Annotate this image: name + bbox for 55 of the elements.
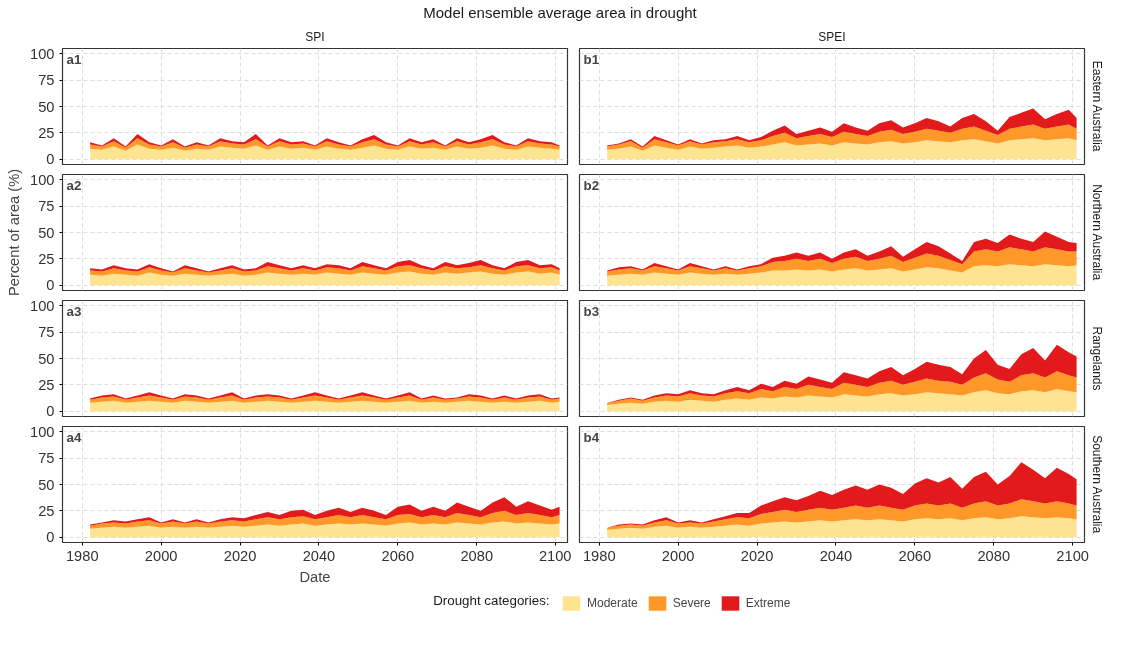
y-tick-label: 100 bbox=[30, 423, 55, 440]
y-tick-label: 0 bbox=[46, 529, 55, 546]
x-tick-label: 2020 bbox=[223, 547, 257, 564]
annotation: b4 bbox=[583, 429, 600, 445]
y-tick-label: 75 bbox=[38, 324, 55, 341]
y-tick-label: 100 bbox=[30, 297, 55, 314]
y-tick-label: 75 bbox=[38, 72, 55, 89]
annotation: a1 bbox=[66, 51, 82, 67]
x-tick-label: 1980 bbox=[65, 547, 99, 564]
legend-title: Drought categories: bbox=[433, 593, 550, 608]
annotation: a3 bbox=[66, 303, 82, 319]
x-tick-label: 2080 bbox=[460, 547, 494, 564]
y-tick-label: 50 bbox=[38, 476, 55, 493]
y2-axis-title: Northern Australia bbox=[1089, 184, 1104, 281]
legend-label: Extreme bbox=[745, 596, 791, 610]
chart-title: Model ensemble average area in drought bbox=[423, 3, 697, 23]
annotation: a2 bbox=[66, 177, 82, 193]
y-tick-label: 100 bbox=[30, 45, 55, 62]
y-tick-label: 75 bbox=[38, 198, 55, 215]
x-tick-label: 2060 bbox=[381, 547, 415, 564]
x-tick-label: 1980 bbox=[582, 547, 616, 564]
legend-label: Severe bbox=[672, 596, 711, 610]
y-tick-label: 50 bbox=[38, 224, 55, 241]
y-tick-label: 50 bbox=[38, 350, 55, 367]
x-tick-label: 2020 bbox=[740, 547, 774, 564]
x-tick-label: 2000 bbox=[144, 547, 178, 564]
y-tick-label: 25 bbox=[38, 250, 55, 267]
y-tick-label: 25 bbox=[38, 124, 55, 141]
legend-label: Moderate bbox=[587, 596, 638, 610]
y-tick-label: 0 bbox=[46, 151, 55, 168]
y-tick-label: 100 bbox=[30, 171, 55, 188]
y-tick-label: 0 bbox=[46, 277, 55, 294]
y-tick-label: 25 bbox=[38, 502, 55, 519]
annotation: b1 bbox=[583, 51, 600, 67]
annotation: b3 bbox=[583, 303, 600, 319]
annotation: a4 bbox=[66, 429, 82, 445]
x-tick-label: 2060 bbox=[898, 547, 932, 564]
y2-axis-title: Eastern Australia bbox=[1089, 60, 1104, 152]
x-tick-label: 2100 bbox=[538, 547, 572, 564]
y-tick-label: 25 bbox=[38, 376, 55, 393]
y-tick-label: 0 bbox=[46, 403, 55, 420]
annotation: b2 bbox=[583, 177, 600, 193]
y-tick-label: 50 bbox=[38, 98, 55, 115]
chart-subtitle: SPI bbox=[305, 29, 325, 44]
y-tick-label: 75 bbox=[38, 450, 55, 467]
x-tick-label: 2100 bbox=[1056, 547, 1089, 564]
y2-axis-title: Rangelands bbox=[1089, 326, 1104, 391]
x-tick-label: 2040 bbox=[302, 547, 336, 564]
x-tick-label: 2000 bbox=[661, 547, 695, 564]
y2-axis-title: Southern Australia bbox=[1089, 435, 1104, 534]
y-axis-title: Percent of area (%) bbox=[6, 168, 23, 297]
x-tick-label: 2040 bbox=[819, 547, 853, 564]
x-tick-label: 2080 bbox=[977, 547, 1011, 564]
chart-subtitle: SPEI bbox=[818, 29, 846, 44]
x-axis-title: Date bbox=[299, 568, 331, 585]
